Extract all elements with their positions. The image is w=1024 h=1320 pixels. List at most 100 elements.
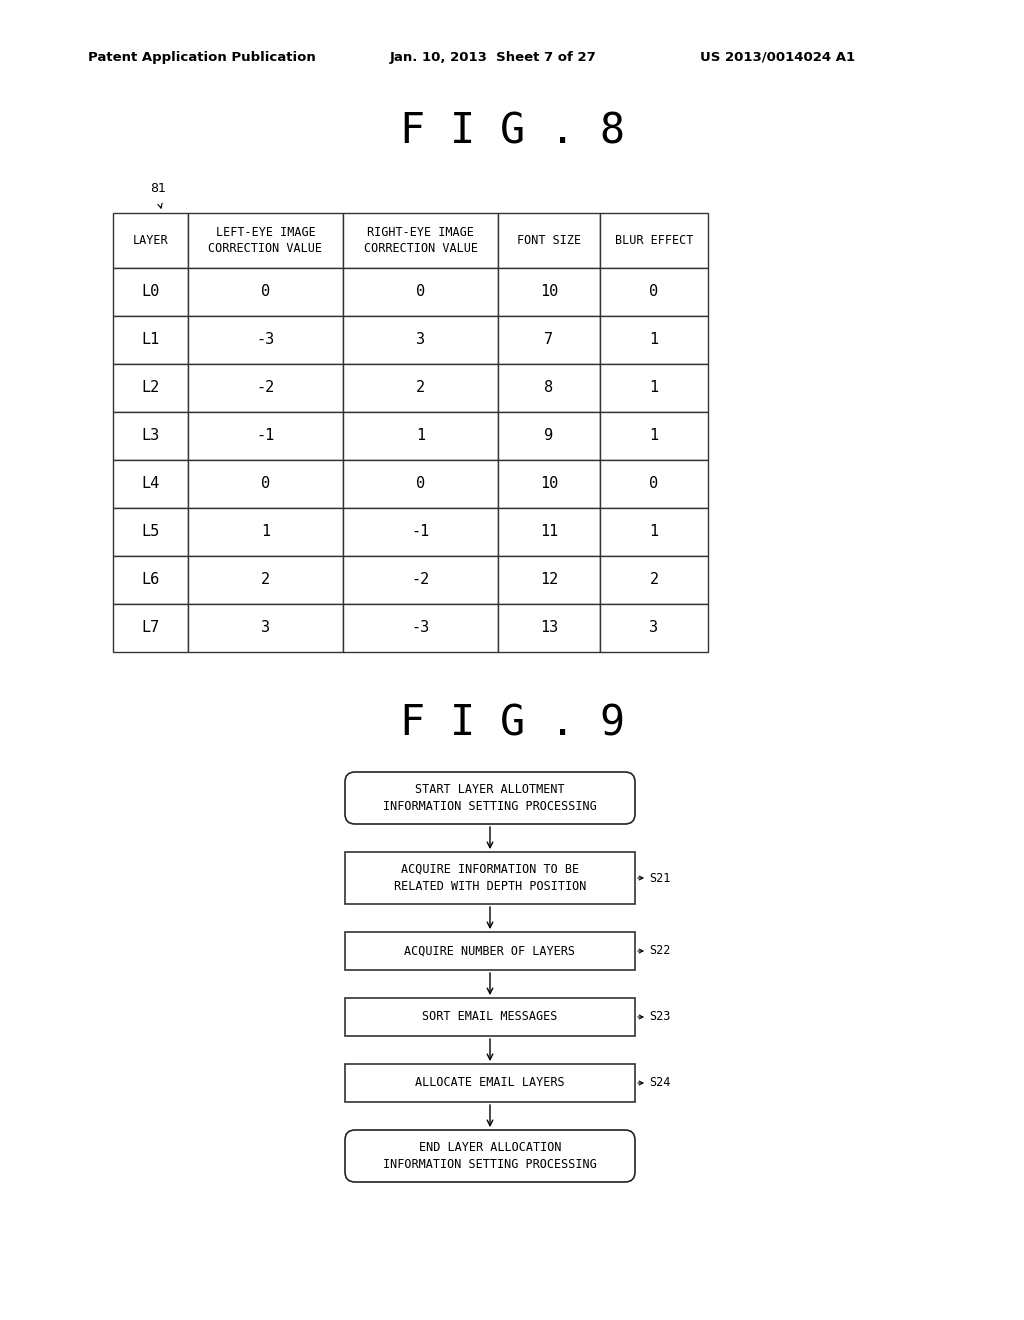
Bar	[113, 412, 188, 459]
Bar	[113, 605, 188, 652]
Text: ACQUIRE INFORMATION TO BE
RELATED WITH DEPTH POSITION: ACQUIRE INFORMATION TO BE RELATED WITH D…	[394, 863, 586, 894]
Text: S24: S24	[649, 1077, 671, 1089]
FancyBboxPatch shape	[345, 772, 635, 824]
Bar	[498, 315, 600, 364]
Text: 9: 9	[545, 429, 554, 444]
Text: -2: -2	[256, 380, 274, 396]
Text: 2: 2	[416, 380, 425, 396]
Bar	[498, 605, 600, 652]
Text: 1: 1	[649, 380, 658, 396]
Bar	[600, 412, 708, 459]
Text: 3: 3	[649, 620, 658, 635]
Bar	[600, 268, 708, 315]
Text: ALLOCATE EMAIL LAYERS: ALLOCATE EMAIL LAYERS	[415, 1077, 565, 1089]
Text: START LAYER ALLOTMENT
INFORMATION SETTING PROCESSING: START LAYER ALLOTMENT INFORMATION SETTIN…	[383, 783, 597, 813]
Text: 1: 1	[649, 524, 658, 540]
Bar	[345, 932, 635, 970]
Bar	[113, 268, 188, 315]
Bar	[113, 508, 188, 556]
Text: RIGHT-EYE IMAGE
CORRECTION VALUE: RIGHT-EYE IMAGE CORRECTION VALUE	[364, 226, 477, 255]
Bar	[345, 998, 635, 1036]
Text: -3: -3	[412, 620, 430, 635]
Bar	[188, 556, 343, 605]
Text: ACQUIRE NUMBER OF LAYERS: ACQUIRE NUMBER OF LAYERS	[404, 945, 575, 957]
Text: L1: L1	[141, 333, 160, 347]
Bar	[113, 213, 188, 268]
Bar	[600, 364, 708, 412]
Bar	[113, 315, 188, 364]
Text: 0: 0	[416, 285, 425, 300]
Text: 0: 0	[649, 285, 658, 300]
Text: F I G . 9: F I G . 9	[399, 704, 625, 744]
Bar	[498, 412, 600, 459]
Bar	[498, 556, 600, 605]
Text: 3: 3	[261, 620, 270, 635]
Bar	[188, 412, 343, 459]
Bar	[188, 605, 343, 652]
Text: L0: L0	[141, 285, 160, 300]
Text: 2: 2	[261, 573, 270, 587]
Text: L5: L5	[141, 524, 160, 540]
Bar	[113, 364, 188, 412]
Text: 3: 3	[416, 333, 425, 347]
Bar	[343, 364, 498, 412]
Text: -2: -2	[412, 573, 430, 587]
Bar	[498, 459, 600, 508]
Bar	[600, 508, 708, 556]
Bar	[343, 605, 498, 652]
Bar	[498, 508, 600, 556]
Text: BLUR EFFECT: BLUR EFFECT	[614, 234, 693, 247]
Bar	[343, 268, 498, 315]
Text: L3: L3	[141, 429, 160, 444]
Text: L2: L2	[141, 380, 160, 396]
Text: F I G . 8: F I G . 8	[399, 111, 625, 153]
Text: END LAYER ALLOCATION
INFORMATION SETTING PROCESSING: END LAYER ALLOCATION INFORMATION SETTING…	[383, 1140, 597, 1171]
Text: 1: 1	[649, 333, 658, 347]
Text: 0: 0	[649, 477, 658, 491]
Text: 10: 10	[540, 285, 558, 300]
Text: 2: 2	[649, 573, 658, 587]
Text: L4: L4	[141, 477, 160, 491]
Text: L7: L7	[141, 620, 160, 635]
Bar	[188, 315, 343, 364]
Bar	[343, 508, 498, 556]
Text: 81: 81	[150, 182, 166, 195]
Text: 11: 11	[540, 524, 558, 540]
Text: 1: 1	[416, 429, 425, 444]
Bar	[188, 213, 343, 268]
Bar	[345, 851, 635, 904]
Bar	[498, 268, 600, 315]
Bar	[113, 556, 188, 605]
Bar	[343, 213, 498, 268]
Text: 1: 1	[649, 429, 658, 444]
Bar	[343, 412, 498, 459]
Text: Jan. 10, 2013  Sheet 7 of 27: Jan. 10, 2013 Sheet 7 of 27	[390, 50, 597, 63]
Bar	[600, 315, 708, 364]
Text: 10: 10	[540, 477, 558, 491]
Text: -3: -3	[256, 333, 274, 347]
FancyBboxPatch shape	[345, 1130, 635, 1181]
Text: 13: 13	[540, 620, 558, 635]
Bar	[188, 459, 343, 508]
Bar	[600, 605, 708, 652]
Text: -1: -1	[412, 524, 430, 540]
Text: 12: 12	[540, 573, 558, 587]
Bar	[188, 508, 343, 556]
Bar	[600, 213, 708, 268]
Text: 7: 7	[545, 333, 554, 347]
Text: S23: S23	[649, 1011, 671, 1023]
Text: 1: 1	[261, 524, 270, 540]
Text: 0: 0	[261, 477, 270, 491]
Bar	[498, 364, 600, 412]
Text: 8: 8	[545, 380, 554, 396]
Text: L6: L6	[141, 573, 160, 587]
Text: 0: 0	[416, 477, 425, 491]
Bar	[600, 556, 708, 605]
Text: LEFT-EYE IMAGE
CORRECTION VALUE: LEFT-EYE IMAGE CORRECTION VALUE	[209, 226, 323, 255]
Text: S21: S21	[649, 871, 671, 884]
Text: FONT SIZE: FONT SIZE	[517, 234, 581, 247]
Bar	[600, 459, 708, 508]
Text: S22: S22	[649, 945, 671, 957]
Bar	[345, 1064, 635, 1102]
Bar	[343, 556, 498, 605]
